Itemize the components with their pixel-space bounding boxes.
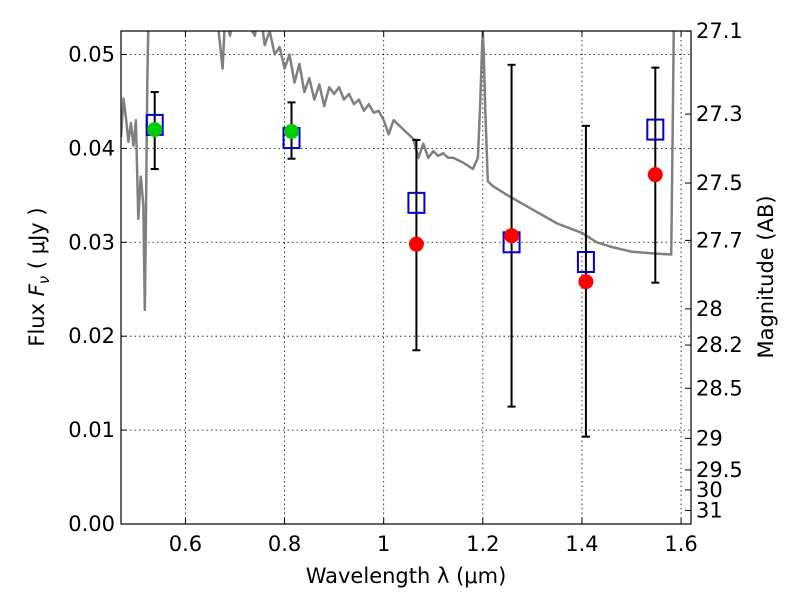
model-square-point [576,251,595,274]
y-axis-title-prefix: Flux [25,296,49,346]
magnitude-tick-label: 28 [696,297,723,321]
y-axis-title: Flux Fν ( μJy ) [25,207,53,346]
model-square-point [407,191,426,214]
plot-frame [120,30,692,525]
x-tick-label: 1 [377,532,390,556]
spectrum-line [121,31,675,312]
y-axis-title-symbol: F [25,283,49,296]
magnitude-tick-label: 29.5 [696,458,743,482]
x-tick-label: 1.2 [466,532,499,556]
y-tick-label: 0.03 [68,230,115,254]
red-data-point [408,236,424,252]
x-axis-title: Wavelength λ (μm) [306,564,507,588]
magnitude-tick-label: 28.5 [696,376,743,400]
y2-axis-title: Magnitude (AB) [754,195,778,358]
y-tick-label: 0.04 [68,136,115,160]
y-tick-label: 0.00 [68,512,115,536]
green-data-point [147,122,163,138]
x-tick-label: 0.8 [268,532,301,556]
magnitude-tick-label: 31 [696,498,723,522]
magnitude-tick-label: 30 [696,478,723,502]
magnitude-tick-label: 27.5 [696,171,743,195]
y-axis-title-subscript: ν [35,276,53,284]
magnitude-tick-label: 27.1 [696,19,743,43]
magnitude-tick-label: 29 [696,426,723,450]
x-tick-label: 0.6 [169,532,202,556]
model-square-point [646,118,665,141]
x-tick-label: 1.4 [565,532,598,556]
y-tick-label: 0.05 [68,42,115,66]
red-data-point [504,228,520,244]
magnitude-tick-label: 28.2 [696,333,743,357]
y-axis-title-unit: ( μJy ) [25,207,49,275]
red-data-point [578,274,594,290]
green-data-point [284,123,300,139]
axis-ticks [121,30,691,525]
y-tick-label: 0.02 [68,324,115,348]
red-data-point [647,167,663,183]
x-tick-label: 1.6 [664,532,697,556]
tick-labels: 0.6 0.8 1 1.2 1.4 1.6 0.00 0.01 0.02 0.03 0.04 0.05… [68,19,743,556]
magnitude-tick-label: 27.3 [696,102,743,126]
y-tick-label: 0.01 [68,418,115,442]
magnitude-tick-label: 27.7 [696,228,743,252]
plot-area [121,31,675,438]
